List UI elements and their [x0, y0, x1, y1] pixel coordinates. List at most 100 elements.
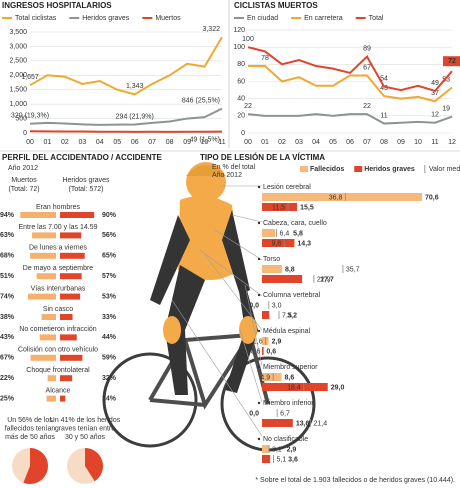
bullet — [257, 329, 261, 333]
x-tick-label: 09 — [183, 139, 191, 146]
value-label: 15,5 — [300, 204, 314, 211]
legend-label: (Total: 72) — [8, 186, 39, 193]
value-label: 54 — [380, 75, 388, 82]
value-label: 0,0 — [249, 410, 259, 417]
average-label: 4,9 — [260, 374, 270, 381]
value-label: 70,6 — [425, 194, 439, 201]
value-label: 12 — [431, 112, 439, 119]
value-label: 59% — [102, 355, 117, 362]
x-tick-label: 07 — [148, 139, 156, 146]
category-label: Torso — [263, 256, 280, 263]
chart-subtitle: Año 2012 — [8, 165, 38, 172]
value-label: 22 — [363, 103, 371, 110]
y-tick-label: 80 — [237, 61, 245, 68]
bar — [60, 212, 95, 218]
value-label: 49 (1,5%) — [190, 136, 220, 143]
average-label: 1,6 — [253, 338, 263, 345]
bar — [60, 293, 81, 300]
y-tick-label: 100 — [233, 44, 245, 51]
x-tick-label: 11 — [431, 139, 438, 146]
bar — [262, 229, 276, 237]
y-tick-label: 1,000 — [9, 101, 27, 108]
bar — [47, 375, 56, 382]
value-label: 49 — [431, 80, 439, 87]
average-label: 3,1 — [272, 446, 282, 453]
bar — [262, 445, 269, 453]
pie-caption: Un 56% de los — [7, 417, 53, 424]
y-tick-label: 3,000 — [9, 43, 27, 50]
bar — [46, 395, 56, 402]
value-label: 14,3 — [297, 240, 311, 247]
legend-label: (Total: 572) — [68, 186, 103, 193]
average-label: 0,6 — [251, 348, 261, 355]
value-label: 5,8 — [293, 230, 303, 237]
category-label: De lunes a viernes — [29, 245, 87, 252]
value-label: 3,6 — [288, 456, 298, 463]
value-label: 2,9 — [287, 446, 297, 453]
value-label: 56% — [102, 232, 117, 239]
bullet — [257, 185, 261, 189]
bar — [262, 265, 282, 273]
y-tick-label: 500 — [15, 115, 27, 122]
category-label: Vías interurbanas — [31, 285, 86, 292]
average-label: 9,8 — [271, 240, 281, 247]
category-label: Cabeza, cara, cuello — [263, 220, 327, 227]
chart-title: PERFIL DEL ACCIDENTADO / ACCIDENTE — [2, 153, 163, 162]
x-tick-label: 12 — [448, 139, 456, 146]
x-tick-label: 10 — [414, 139, 422, 146]
x-tick-label: 00 — [26, 139, 34, 146]
bar — [36, 273, 56, 280]
value-label: 100 — [242, 36, 254, 43]
legend-label: En carretera — [304, 15, 343, 22]
value-label: 8,8 — [285, 266, 295, 273]
value-label: 44% — [102, 334, 117, 341]
pie-caption: Un 41% de los heridos — [50, 417, 121, 424]
legend-swatch — [354, 166, 363, 172]
y-tick-label: 0 — [23, 130, 27, 137]
x-tick-label: 02 — [61, 139, 69, 146]
series-line — [248, 65, 453, 103]
value-label: 320 (19,3%) — [11, 113, 49, 120]
bullet — [257, 437, 261, 441]
y-tick-label: 120 — [233, 27, 245, 34]
pie-slice — [85, 448, 103, 482]
value-label: 37 — [431, 90, 439, 97]
x-tick-label: 04 — [96, 139, 104, 146]
average-label: 36,8 — [329, 194, 343, 201]
legend-label: Heridos graves — [62, 177, 110, 184]
value-label: 0,0 — [249, 302, 259, 309]
average-label: 35,7 — [346, 266, 360, 273]
bar — [60, 375, 73, 382]
footnote: * Sobre el total de 1.903 fallecidos o d… — [255, 477, 455, 484]
value-label: 11 — [380, 112, 387, 119]
x-tick-label: 01 — [261, 139, 269, 146]
legend-label: Valor medio* — [429, 166, 460, 173]
value-label: 32% — [102, 375, 117, 382]
average-label: 21,4 — [314, 420, 328, 427]
category-label: No clasificable — [263, 436, 308, 443]
bar — [262, 203, 298, 211]
value-label: 67 — [363, 64, 371, 71]
value-label: 14% — [102, 395, 117, 402]
bar — [262, 455, 271, 463]
average-label: 6,4 — [280, 230, 290, 237]
bar — [20, 212, 57, 218]
category-label: Choque frontolateral — [26, 367, 90, 374]
category-label: De mayo a septiembre — [23, 265, 94, 272]
y-tick-label: 1,500 — [9, 87, 27, 94]
chart-note: Año 2012 — [212, 172, 242, 179]
legend-label: Total ciclistas — [15, 15, 57, 22]
x-tick-label: 06 — [346, 139, 354, 146]
bar — [262, 347, 264, 355]
x-tick-label: 07 — [363, 139, 371, 146]
bar — [262, 275, 303, 283]
legend-label: Fallecidos — [310, 166, 344, 173]
bar — [60, 354, 83, 361]
bar — [262, 419, 293, 427]
x-tick-label: 01 — [44, 139, 52, 146]
bar — [60, 252, 85, 259]
category-label: Entre las 7.00 y las 14.59 — [19, 224, 98, 231]
chart-title: CICLISTAS MUERTOS — [234, 1, 318, 10]
bar — [27, 293, 56, 300]
